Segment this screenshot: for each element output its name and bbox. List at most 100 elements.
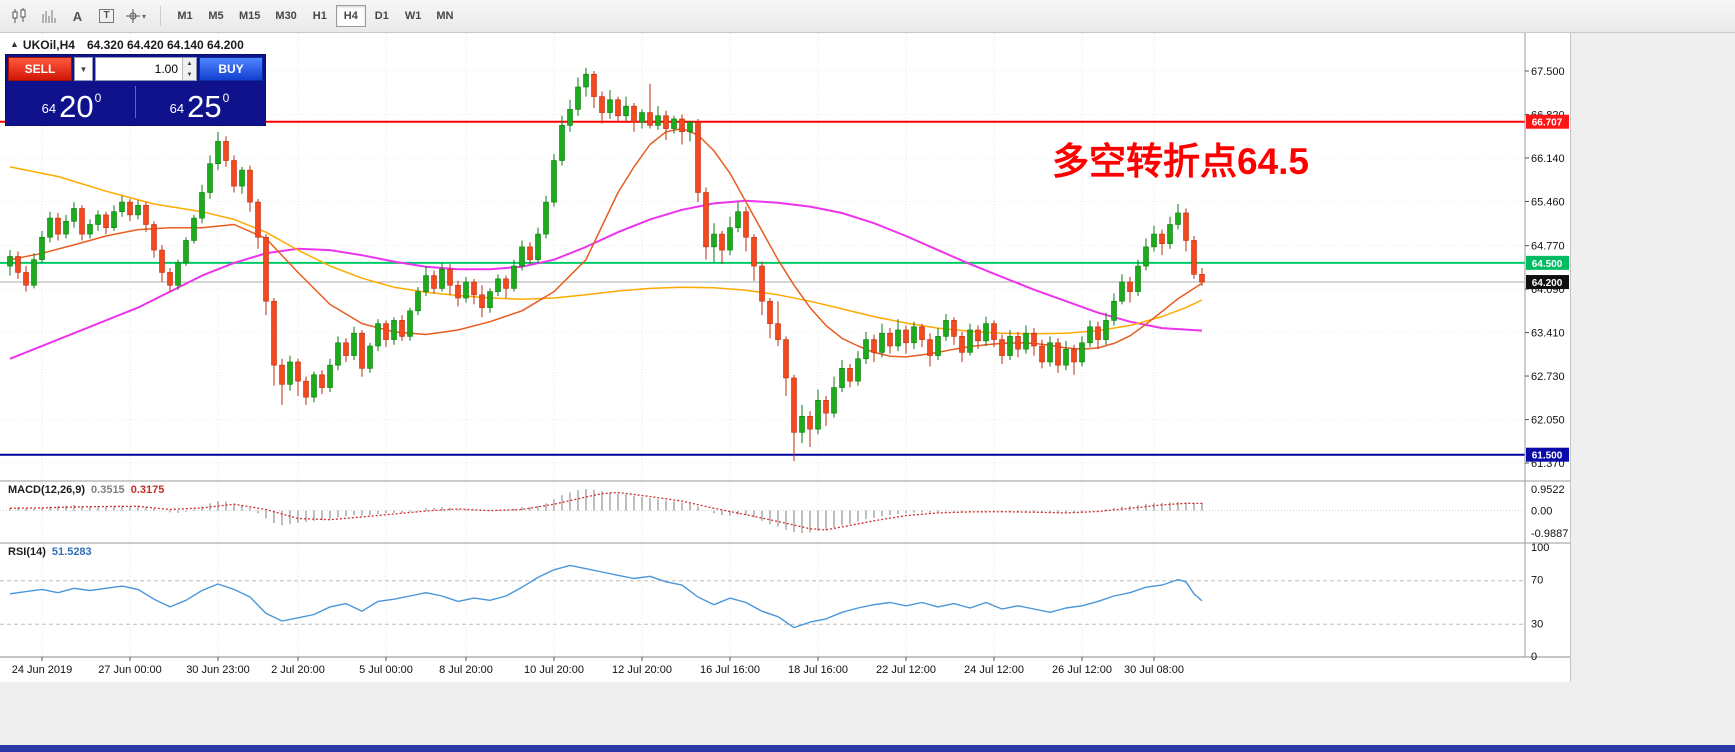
svg-text:27 Jun 00:00: 27 Jun 00:00 (98, 664, 162, 676)
svg-text:64.200: 64.200 (1532, 278, 1563, 289)
buy-price[interactable]: 64 25 0 (136, 81, 263, 123)
time-axis[interactable]: 24 Jun 2019 27 Jun 00:00 30 Jun 23:00 2 Jul… (12, 657, 1184, 676)
rsi-indicator-label: RSI(14) 51.5283 (8, 546, 92, 558)
price-tag (1526, 255, 1569, 270)
svg-text:26 Jul 12:00: 26 Jul 12:00 (1052, 664, 1112, 676)
sell-button[interactable]: SELL (8, 57, 72, 81)
svg-text:5 Jul 00:00: 5 Jul 00:00 (359, 664, 413, 676)
svg-text:10 Jul 20:00: 10 Jul 20:00 (524, 664, 584, 676)
svg-text:30 Jul 08:00: 30 Jul 08:00 (1124, 664, 1184, 676)
toolbar: A T ▾ M1 M5 M15 M30 H1 H4 D1 W1 MN (0, 0, 1735, 33)
ma-medium-orange (9, 166, 1203, 335)
volume-bars-icon[interactable] (35, 4, 62, 28)
timeframe-button-w1[interactable]: W1 (398, 5, 429, 27)
macd-main-value: 0.3515 (91, 484, 125, 496)
svg-text:67.500: 67.500 (1531, 66, 1565, 78)
timeframe-button-d1[interactable]: D1 (367, 5, 397, 27)
price-tag (1526, 275, 1569, 290)
macd-signal-line (9, 491, 1203, 531)
svg-text:16 Jul 16:00: 16 Jul 16:00 (700, 664, 760, 676)
candles-glyph (12, 8, 25, 23)
symbol-marker-icon: ▲ (10, 39, 19, 49)
bars-glyph (42, 10, 55, 23)
svg-text:65.460: 65.460 (1531, 196, 1565, 208)
volume-input[interactable]: 1.00 (154, 62, 178, 76)
ohlc-readout: 64.320 64.420 64.140 64.200 (86, 38, 244, 52)
svg-text:0: 0 (1531, 651, 1537, 663)
chart-text-annotation[interactable]: 多空转折点64.5 (1052, 141, 1310, 182)
one-click-trade-panel: SELL ▼ 1.00 ▲ ▼ BUY 64 20 0 (6, 55, 265, 125)
timeframe-button-mn[interactable]: MN (429, 5, 460, 27)
rsi-pane (0, 564, 1525, 629)
text-tool-icon[interactable]: A (64, 4, 91, 28)
svg-text:64.500: 64.500 (1532, 259, 1563, 270)
timeframe-button-m5[interactable]: M5 (201, 5, 231, 27)
svg-text:62.730: 62.730 (1531, 371, 1565, 383)
chart-type-candles-icon[interactable] (6, 4, 33, 28)
draw-tool-icon[interactable]: ▾ (122, 4, 149, 28)
chevron-down-icon: ▼ (79, 64, 88, 74)
buy-price-pips: 25 (187, 88, 222, 124)
svg-text:66.707: 66.707 (1532, 118, 1563, 129)
price-tag (1526, 114, 1569, 129)
volume-increase-button[interactable]: ▲ (183, 58, 196, 69)
sell-price-whole: 64 (41, 101, 57, 116)
svg-text:8 Jul 20:00: 8 Jul 20:00 (439, 664, 493, 676)
svg-text:63.410: 63.410 (1531, 328, 1565, 340)
timeframe-group: M1 M5 M15 M30 H1 H4 D1 W1 MN (170, 5, 461, 27)
chevron-down-icon: ▾ (141, 11, 146, 21)
trade-panel-divider (135, 86, 136, 118)
volume-decrease-button[interactable]: ▼ (183, 69, 196, 80)
chart-window: 67.50066.82066.14065.46064.77064.09063.4… (0, 33, 1571, 682)
volume-stepper: ▲ ▼ (182, 58, 196, 80)
svg-text:24 Jul 12:00: 24 Jul 12:00 (964, 664, 1024, 676)
timeframe-button-h4[interactable]: H4 (335, 5, 366, 27)
timeframe-button-m30[interactable]: M30 (268, 5, 303, 27)
trade-panel-controls: SELL ▼ 1.00 ▲ ▼ BUY (8, 57, 263, 81)
svg-text:22 Jul 12:00: 22 Jul 12:00 (876, 664, 936, 676)
svg-text:61.500: 61.500 (1532, 451, 1563, 462)
svg-text:12 Jul 20:00: 12 Jul 20:00 (612, 664, 672, 676)
crosshair-glyph (125, 9, 140, 23)
svg-text:66.140: 66.140 (1531, 153, 1565, 165)
rsi-line (9, 564, 1203, 629)
symbol-label: UKOil,H4 (22, 38, 75, 52)
ma-slow-magenta (9, 199, 1203, 360)
text-box-tool-icon[interactable]: T (93, 4, 120, 28)
timeframe-button-m1[interactable]: M1 (170, 5, 200, 27)
chart-title: ▲ UKOil,H4 64.320 64.420 64.140 64.200 (10, 38, 244, 52)
buy-button[interactable]: BUY (199, 57, 263, 81)
macd-name: MACD(12,26,9) (8, 484, 86, 496)
macd-signal-value: 0.3175 (130, 484, 165, 496)
grid (0, 33, 1525, 657)
chart-canvas[interactable]: 67.50066.82066.14065.46064.77064.09063.4… (0, 33, 1570, 682)
timeframe-button-m15[interactable]: M15 (232, 5, 267, 27)
volume-dropdown-button[interactable]: ▼ (74, 57, 93, 81)
svg-text:-0.9887: -0.9887 (1531, 528, 1568, 540)
svg-text:24 Jun 2019: 24 Jun 2019 (12, 664, 73, 676)
sell-price[interactable]: 64 20 0 (8, 81, 135, 123)
timeframe-button-h1[interactable]: H1 (305, 5, 335, 27)
candlesticks (7, 67, 1205, 462)
svg-text:0.00: 0.00 (1531, 506, 1552, 518)
svg-text:70: 70 (1531, 575, 1543, 587)
svg-text:0.9522: 0.9522 (1531, 484, 1565, 496)
svg-text:62.050: 62.050 (1531, 415, 1565, 427)
macd-indicator-label: MACD(12,26,9) 0.3515 0.3175 (8, 484, 164, 496)
macd-pane (0, 489, 1525, 534)
price-tag (1526, 447, 1569, 462)
buy-price-whole: 64 (169, 101, 185, 116)
sell-price-point: 0 (94, 91, 102, 105)
trade-panel-prices: 64 20 0 64 25 0 (8, 81, 263, 123)
svg-text:2 Jul 20:00: 2 Jul 20:00 (271, 664, 325, 676)
sell-price-pips: 20 (59, 88, 94, 124)
svg-text:64.770: 64.770 (1531, 241, 1565, 253)
bottom-strip (0, 745, 1735, 752)
rsi-value: 51.5283 (51, 546, 92, 558)
volume-field-wrap: 1.00 ▲ ▼ (95, 57, 197, 81)
rsi-name: RSI(14) (8, 546, 46, 558)
toolbar-separator (160, 6, 161, 26)
price-axis[interactable]: 67.50066.82066.14065.46064.77064.09063.4… (1525, 66, 1569, 663)
svg-text:18 Jul 16:00: 18 Jul 16:00 (788, 664, 848, 676)
